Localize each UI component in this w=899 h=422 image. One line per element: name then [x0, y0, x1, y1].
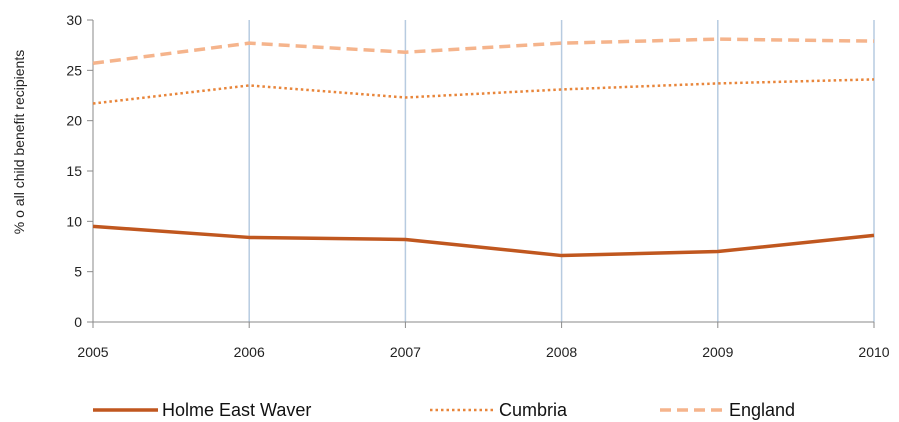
y-axis-title: % o all child benefit recipients: [11, 50, 27, 234]
series-line-cumbria: [92, 78, 875, 105]
y-tick-label: 20: [66, 113, 82, 129]
legend-label-holme-east-waver: Holme East Waver: [162, 400, 311, 420]
series-line-england: [92, 37, 875, 66]
y-tick-label: 15: [66, 163, 82, 179]
y-tick-label: 0: [74, 314, 82, 330]
x-tick-label: 2005: [77, 344, 108, 360]
x-tick-label: 2010: [858, 344, 889, 360]
x-tick-label: 2006: [234, 344, 265, 360]
x-tick-label: 2007: [390, 344, 421, 360]
series-line-holme-east-waver: [92, 224, 875, 258]
x-tick-label: 2008: [546, 344, 577, 360]
legend: Holme East Waver Cumbria England: [93, 400, 795, 420]
vertical-gridlines: [248, 20, 875, 322]
y-tick-label: 5: [74, 264, 82, 280]
y-tick-label: 30: [66, 12, 82, 28]
x-tick-label: 2009: [702, 344, 733, 360]
y-tick-label: 10: [66, 213, 82, 229]
y-tick-label: 25: [66, 62, 82, 78]
axes: [87, 19, 875, 328]
legend-label-england: England: [729, 400, 795, 420]
tick-labels: 0 5 10 15 20 25 30 2005 2006 2007 2008 2009 2010: [66, 12, 889, 360]
series-lines: [92, 37, 875, 258]
legend-label-cumbria: Cumbria: [499, 400, 568, 420]
